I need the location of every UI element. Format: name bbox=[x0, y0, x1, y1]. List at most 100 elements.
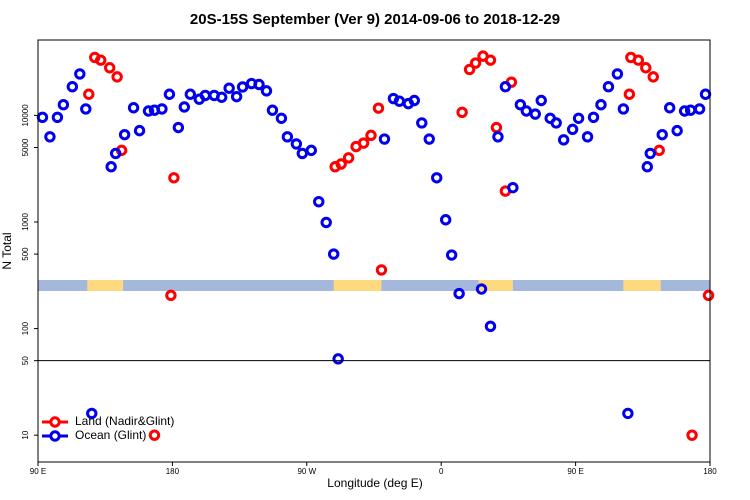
legend: Land (Nadir&Glint)Ocean (Glint) bbox=[42, 414, 174, 442]
point bbox=[408, 94, 421, 107]
point bbox=[327, 248, 340, 260]
y-tick-label: 10000 bbox=[21, 104, 30, 127]
point bbox=[44, 131, 56, 143]
point bbox=[693, 103, 706, 115]
point bbox=[260, 85, 273, 97]
point bbox=[253, 78, 265, 91]
point bbox=[223, 82, 235, 94]
x-tick-label: 0 bbox=[439, 467, 444, 476]
point bbox=[103, 62, 116, 74]
point bbox=[456, 106, 468, 118]
point bbox=[641, 161, 653, 173]
land-segment bbox=[87, 280, 124, 291]
point bbox=[469, 57, 482, 69]
point bbox=[595, 99, 607, 111]
point bbox=[313, 196, 325, 208]
y-tick-label: 100 bbox=[21, 321, 30, 335]
point bbox=[550, 117, 562, 129]
x-tick-label: 90 W bbox=[297, 467, 316, 476]
point bbox=[423, 133, 435, 145]
point bbox=[281, 131, 294, 143]
point bbox=[678, 105, 691, 117]
point bbox=[133, 124, 146, 137]
point bbox=[372, 102, 385, 114]
point bbox=[357, 137, 370, 149]
point bbox=[663, 102, 676, 114]
point bbox=[453, 287, 465, 300]
point bbox=[492, 131, 504, 143]
point bbox=[686, 429, 698, 441]
point bbox=[342, 152, 355, 164]
point bbox=[445, 249, 458, 261]
point bbox=[178, 101, 191, 113]
point bbox=[587, 111, 600, 124]
point bbox=[572, 112, 585, 124]
point bbox=[111, 71, 123, 83]
point bbox=[199, 89, 211, 102]
point bbox=[66, 80, 79, 93]
point bbox=[520, 105, 533, 117]
point bbox=[632, 54, 645, 66]
point bbox=[365, 129, 377, 142]
point bbox=[290, 138, 303, 150]
point bbox=[105, 161, 117, 173]
point bbox=[393, 95, 406, 107]
point bbox=[514, 99, 527, 111]
point bbox=[529, 108, 541, 120]
point bbox=[644, 147, 656, 160]
x-tick-label: 90 E bbox=[567, 467, 583, 476]
point bbox=[80, 103, 92, 115]
point bbox=[475, 283, 488, 295]
point bbox=[275, 112, 288, 124]
legend-marker bbox=[49, 430, 61, 442]
land-segment bbox=[478, 280, 513, 291]
point bbox=[611, 68, 624, 80]
point bbox=[647, 71, 659, 83]
point bbox=[118, 128, 131, 141]
point bbox=[416, 117, 428, 129]
point bbox=[684, 104, 697, 116]
plot-frame bbox=[37, 39, 711, 463]
point bbox=[463, 63, 476, 76]
legend-marker bbox=[49, 416, 61, 428]
point bbox=[602, 80, 615, 93]
plot bbox=[36, 50, 715, 441]
point bbox=[507, 181, 519, 194]
point bbox=[671, 124, 683, 137]
point bbox=[484, 320, 497, 333]
point bbox=[148, 429, 161, 441]
point bbox=[168, 172, 180, 184]
legend-label: Land (Nadir&Glint) bbox=[75, 414, 174, 428]
y-tick-label: 50 bbox=[21, 356, 30, 365]
point bbox=[656, 128, 668, 141]
land-segment bbox=[333, 280, 382, 291]
point bbox=[95, 54, 107, 66]
point bbox=[83, 88, 95, 100]
point bbox=[172, 121, 185, 134]
point bbox=[490, 121, 503, 134]
point bbox=[702, 289, 715, 302]
point bbox=[230, 90, 243, 103]
land-strip bbox=[38, 280, 710, 291]
point bbox=[581, 131, 594, 143]
point bbox=[335, 158, 347, 170]
chart-title: 20S-15S September (Ver 9) 2014-09-06 to … bbox=[190, 11, 560, 28]
point bbox=[296, 147, 309, 160]
point bbox=[165, 289, 177, 302]
point bbox=[484, 54, 497, 66]
point bbox=[332, 353, 344, 365]
y-tick-label: 500 bbox=[21, 247, 30, 261]
y-tick-label: 10 bbox=[21, 430, 30, 439]
land-segment bbox=[623, 280, 661, 291]
point bbox=[236, 81, 249, 93]
x-tick-label: 180 bbox=[703, 467, 717, 476]
point bbox=[375, 264, 388, 276]
point bbox=[617, 103, 630, 115]
legend-label: Ocean (Glint) bbox=[75, 428, 146, 442]
point bbox=[320, 216, 332, 229]
point bbox=[142, 105, 155, 117]
point bbox=[535, 94, 547, 107]
point bbox=[431, 172, 443, 184]
point bbox=[109, 147, 122, 160]
